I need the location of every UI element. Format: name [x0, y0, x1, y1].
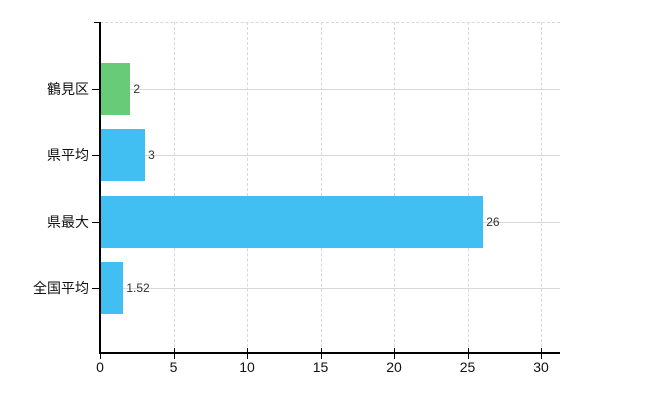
x-axis-tick	[100, 348, 101, 359]
gridline-vertical	[467, 22, 469, 352]
bar-value-label: 2	[133, 81, 141, 96]
x-tick-label: 25	[459, 359, 476, 375]
gridline-horizontal	[100, 155, 560, 156]
category-label: 県最大	[47, 213, 89, 230]
plot-area: 0 5 10 15 20 25 30 鶴見区 2 県平均 3 県最大 26 全国平均 1.52	[33, 22, 560, 374]
x-axis	[99, 352, 560, 354]
category-tick	[92, 155, 99, 156]
y-axis-end-tick	[94, 22, 100, 23]
gridline-vertical	[247, 22, 248, 352]
x-tick-label: 5	[169, 359, 178, 375]
bar-3	[101, 262, 124, 314]
x-axis-tick	[394, 348, 395, 359]
bar-value-label: 3	[148, 148, 155, 162]
category-label: 鶴見区	[47, 80, 89, 97]
category-label: 全国平均	[33, 280, 89, 296]
category-tick	[92, 288, 99, 289]
bar-2	[101, 195, 484, 248]
category-label: 県平均	[47, 147, 89, 163]
gridline-vertical	[320, 22, 322, 352]
gridline-horizontal	[100, 288, 560, 289]
x-axis-tick	[247, 348, 248, 359]
x-tick-label: 15	[312, 359, 329, 375]
x-tick-label: 30	[533, 359, 549, 375]
gridline-vertical	[173, 22, 175, 352]
bar-value-label: 26	[486, 214, 500, 229]
x-axis-tick	[173, 348, 175, 359]
bar-0	[101, 62, 131, 115]
x-axis-tick	[320, 348, 322, 359]
x-tick-label: 10	[239, 359, 255, 375]
bar-1	[101, 129, 146, 181]
gridline-horizontal	[100, 88, 560, 90]
category-tick	[92, 221, 99, 223]
bar-value-label: 1.52	[126, 281, 150, 295]
y-axis	[99, 22, 101, 353]
plot-top-border	[100, 22, 560, 23]
x-axis-tick	[467, 348, 469, 359]
x-tick-label: 20	[386, 359, 402, 375]
gridline-vertical	[394, 22, 395, 352]
gridline-vertical	[541, 22, 542, 352]
category-tick	[92, 88, 99, 90]
x-axis-tick	[541, 348, 542, 359]
x-tick-label: 0	[96, 359, 104, 375]
